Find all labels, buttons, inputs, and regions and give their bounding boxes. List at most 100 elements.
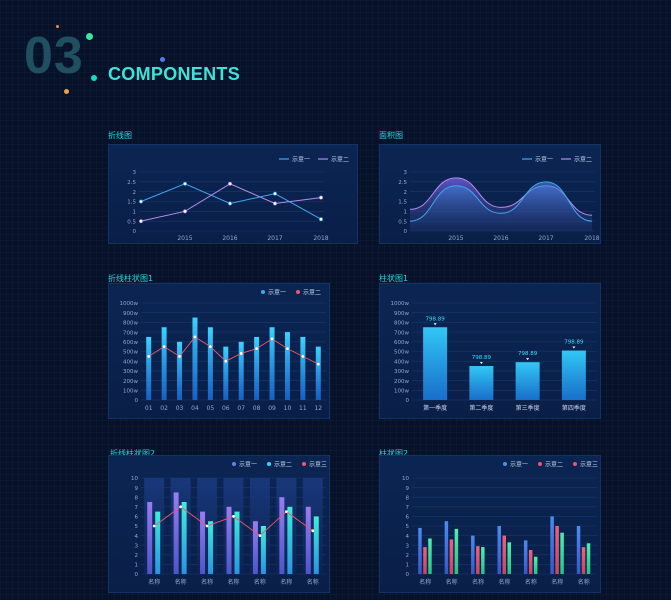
deco-dot-orange	[64, 89, 69, 94]
y-tick-label: 0	[406, 398, 410, 404]
bar	[260, 526, 266, 574]
y-tick-label: 100w	[394, 389, 409, 395]
bar	[444, 521, 449, 574]
x-tick-label: 第四季度	[562, 404, 586, 412]
y-tick-label: 5	[406, 524, 410, 530]
chart-title-area: 面积图	[379, 131, 403, 140]
legend-label: 示意二	[574, 156, 592, 164]
bar	[576, 526, 581, 574]
data-point	[311, 529, 315, 533]
x-tick-label: 10	[284, 405, 292, 412]
legend-label: 示意二	[303, 289, 321, 297]
series-line	[148, 336, 319, 365]
section-number: 03	[24, 27, 84, 85]
x-tick-label: 2017	[538, 235, 553, 242]
bar	[207, 327, 213, 400]
x-tick-label: 名称	[525, 578, 537, 586]
data-label: 798.89	[564, 340, 584, 346]
data-point	[286, 347, 289, 350]
bar	[238, 341, 244, 400]
y-tick-label: 0	[406, 572, 410, 578]
bar	[226, 506, 232, 574]
data-label-marker	[526, 358, 530, 361]
x-tick-label: 第二季度	[469, 404, 493, 412]
bar	[507, 542, 511, 574]
data-label: 798.89	[472, 355, 492, 361]
data-point	[183, 209, 187, 214]
x-tick-label: 06	[222, 405, 230, 412]
legend-marker	[261, 290, 265, 294]
data-label-marker	[433, 323, 437, 326]
y-tick-label: 2.5	[127, 180, 136, 186]
data-point	[284, 510, 288, 513]
x-tick-label: 05	[207, 405, 215, 412]
y-tick-label: 2	[133, 190, 137, 196]
x-tick-label: 12	[314, 405, 322, 412]
data-point	[319, 217, 323, 222]
bar	[586, 543, 591, 574]
y-tick-label: 900w	[394, 311, 409, 317]
y-tick-label: 900w	[123, 311, 138, 317]
legend-marker	[296, 290, 300, 294]
y-tick-label: 1000w	[120, 301, 139, 307]
x-tick-label: 04	[191, 405, 199, 412]
bar	[234, 511, 240, 574]
y-tick-label: 8	[406, 495, 410, 501]
data-point	[255, 347, 259, 350]
line-chart: 0 0.5 1 1.5 2 2.5 3 2015 2016 2017 2018 示意二 示意一	[127, 156, 349, 243]
x-tick-label: 2015	[448, 235, 463, 242]
chart-title-bar1: 柱状图1	[379, 274, 409, 283]
y-tick-label: 10	[131, 476, 138, 482]
y-tick-label: 9	[406, 486, 410, 492]
bar-line-chart-2: 0 1 2 3 4 5 6 7 8 9 10 名称 名称 名称 名称 名称 名称 名称 示意三 示意二 示意一	[131, 461, 327, 587]
page-title: COMPONENTS	[108, 64, 241, 84]
y-tick-label: 100w	[123, 389, 138, 395]
bar	[254, 336, 260, 400]
x-tick-label: 01	[145, 405, 153, 412]
y-tick-label: 2	[404, 190, 408, 196]
x-tick-label: 名称	[551, 578, 563, 586]
bar	[173, 492, 179, 574]
bar	[146, 336, 152, 400]
legend-label: 示意二	[274, 461, 292, 469]
x-tick-label: 第一季度	[423, 404, 447, 412]
x-tick-label: 名称	[498, 578, 510, 586]
data-point	[224, 359, 228, 363]
y-tick-label: 500w	[394, 350, 409, 356]
y-tick-label: 200w	[394, 379, 409, 385]
bar	[300, 336, 306, 400]
legend-marker	[302, 462, 306, 466]
bar	[481, 547, 485, 574]
bar	[208, 521, 214, 574]
x-tick-label: 03	[176, 405, 184, 412]
bar	[287, 506, 293, 574]
y-tick-label: 8	[135, 495, 139, 501]
area-fill	[410, 181, 592, 231]
deco-dot-orange-small	[56, 25, 59, 28]
data-point	[193, 335, 197, 339]
x-tick-label: 07	[237, 405, 245, 412]
legend-marker	[573, 462, 577, 466]
legend-marker	[267, 462, 271, 466]
y-tick-label: 0	[135, 572, 139, 578]
legend-marker	[232, 462, 236, 466]
y-tick-label: 600w	[394, 340, 409, 346]
section-number-dot	[91, 75, 97, 81]
bar-chart-2: 0 1 2 3 4 5 6 7 8 9 10 名称 名称 名称 名称 名称 名称 名称 示意三 示意二 示意一	[402, 461, 598, 587]
y-tick-label: 2.5	[398, 180, 407, 186]
bar	[428, 538, 432, 574]
data-point	[152, 524, 156, 528]
bar	[555, 526, 559, 574]
chart-panel-area: 0 0.5 1 1.5 2 2.5 3 2015 2016 2017 2018 示意二 示意一	[379, 144, 601, 244]
data-point	[273, 191, 277, 196]
y-tick-label: 1	[406, 563, 410, 569]
bar	[315, 346, 321, 400]
bar	[515, 362, 540, 400]
y-tick-label: 1	[135, 563, 139, 569]
data-point	[239, 352, 243, 355]
y-tick-label: 4	[135, 534, 139, 540]
x-tick-label: 2016	[222, 235, 237, 242]
bar	[181, 502, 187, 574]
data-point	[139, 199, 143, 204]
y-tick-label: 2	[135, 553, 139, 559]
